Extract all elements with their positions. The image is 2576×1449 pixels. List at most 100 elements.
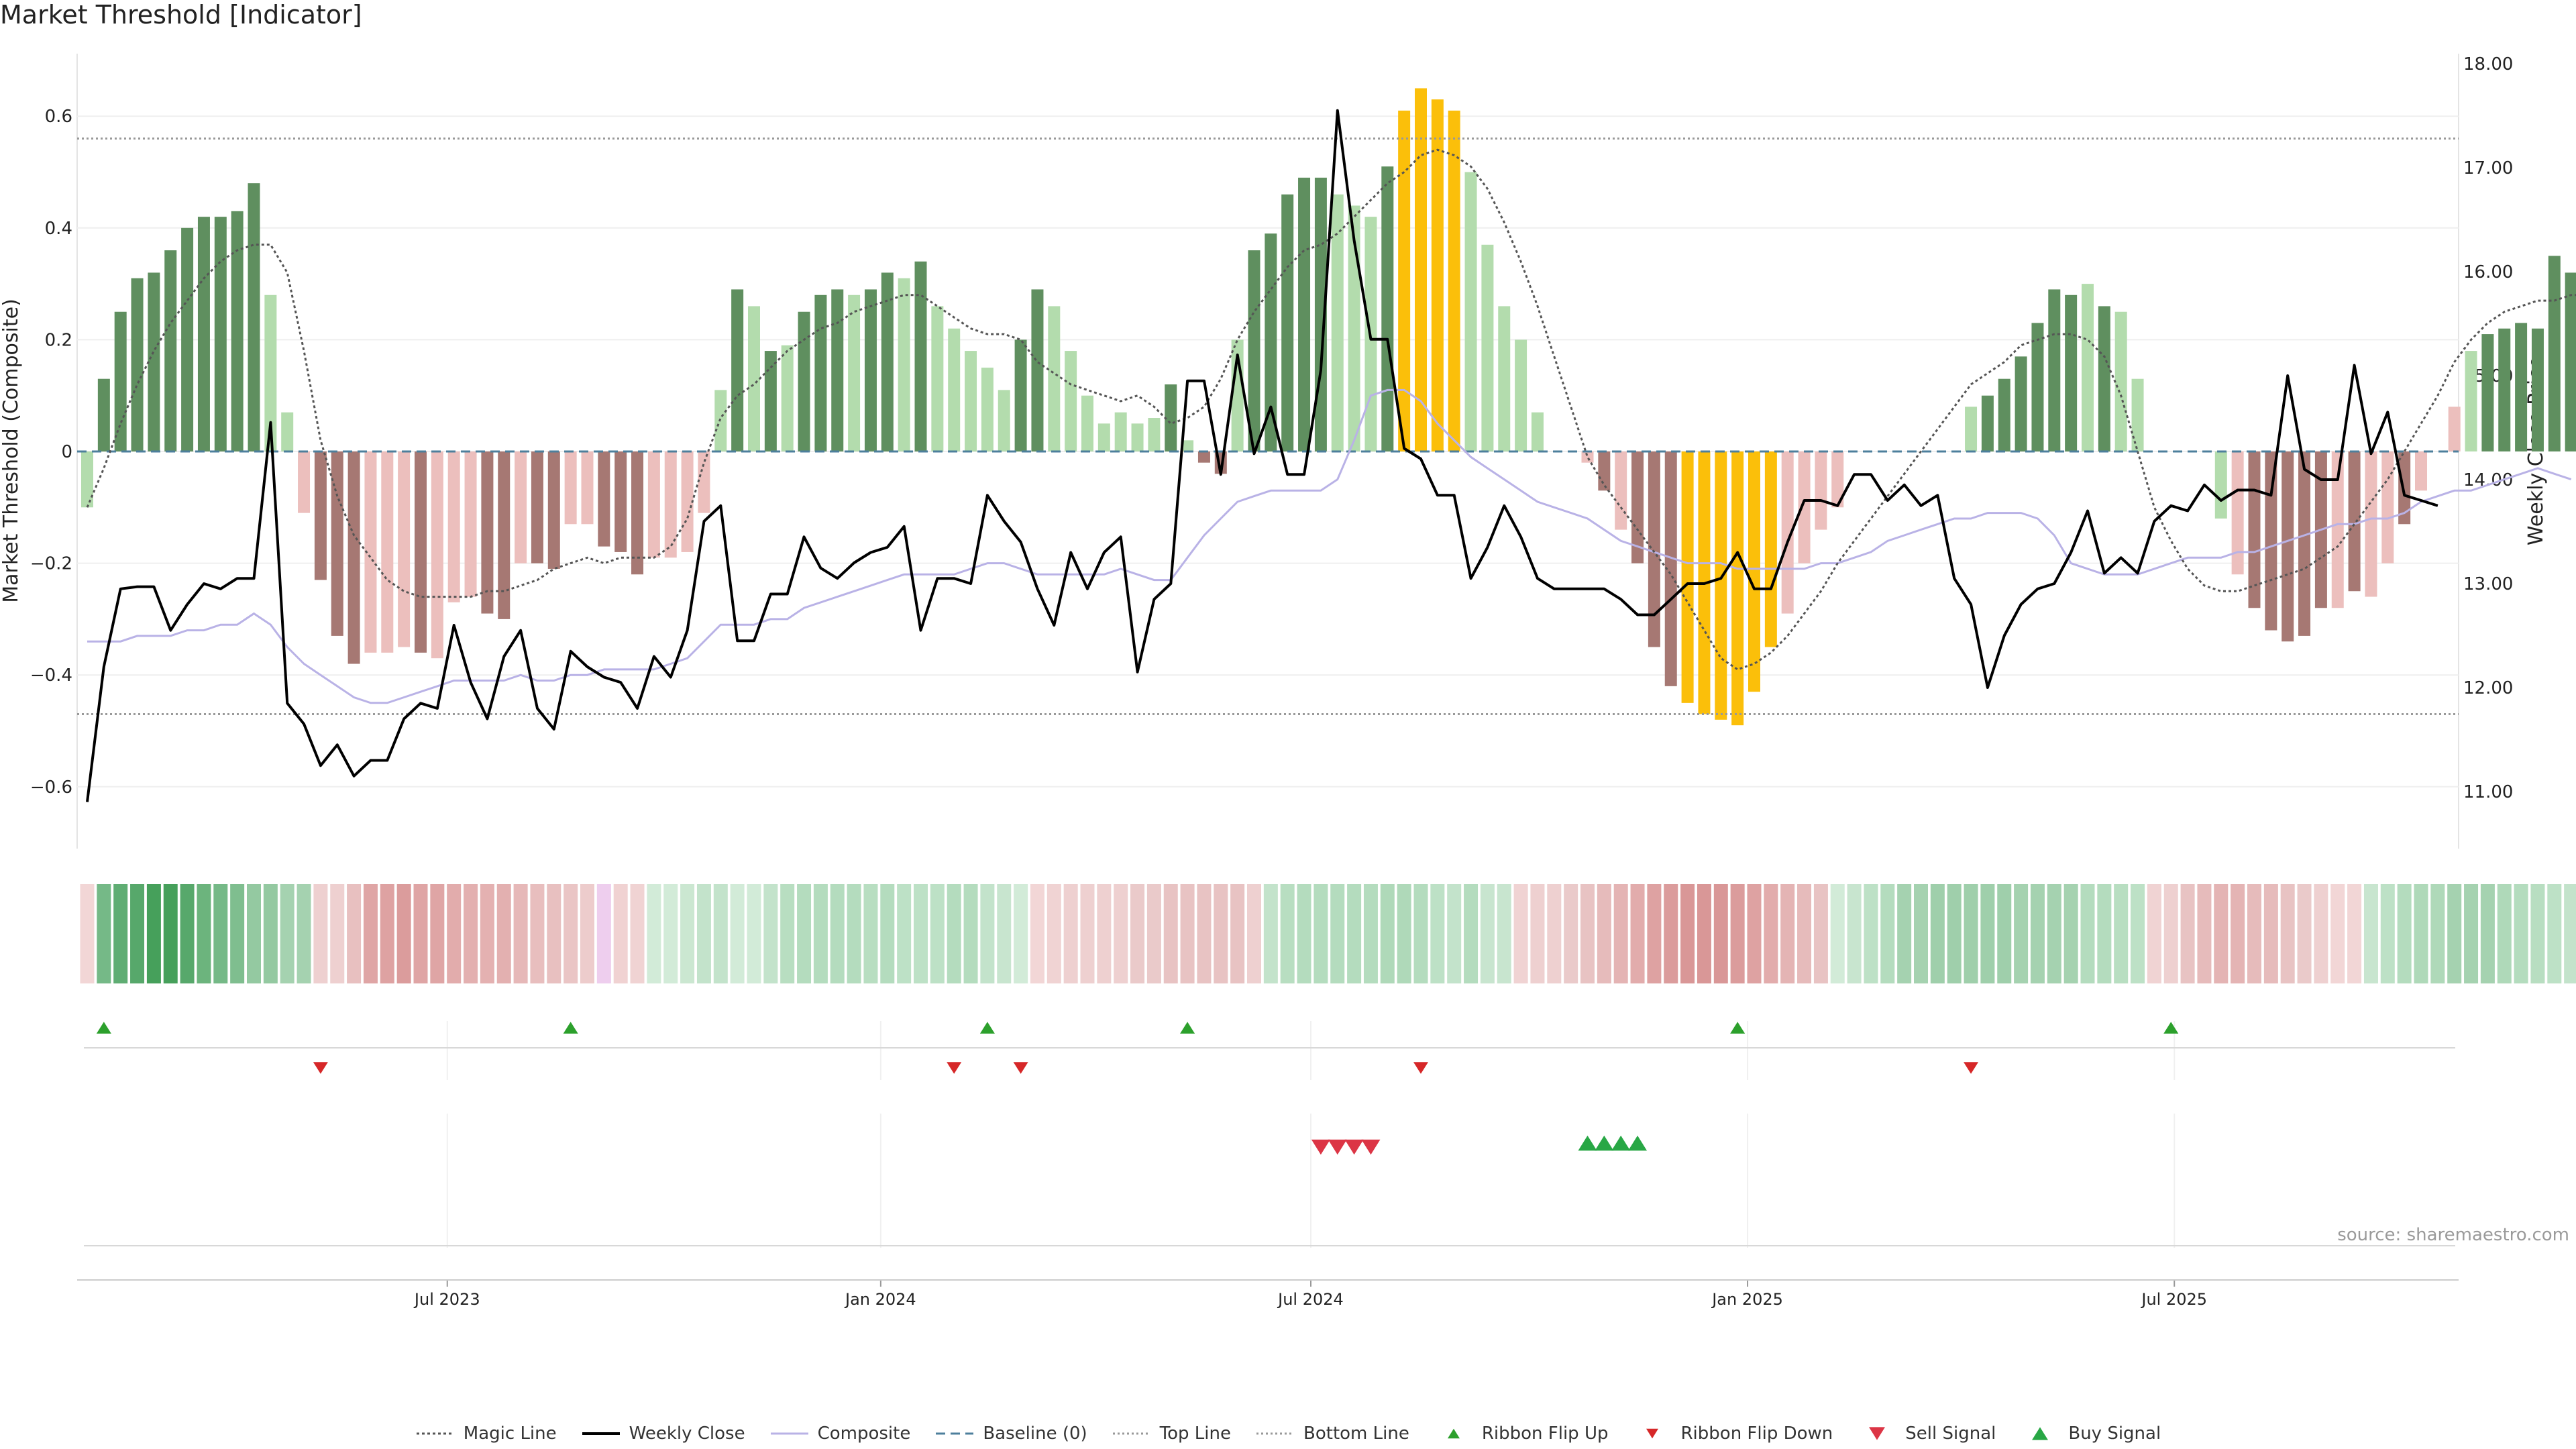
histogram-bar [1798, 451, 1811, 564]
ribbon-cell [763, 884, 778, 983]
legend-label: Magic Line [463, 1424, 557, 1444]
histogram-bar [814, 294, 827, 451]
histogram-bar [2348, 451, 2361, 592]
ribbon-flip-down-marker [1013, 1062, 1028, 1074]
histogram-bar [2065, 294, 2078, 451]
ribbon-cell [1647, 884, 1662, 983]
ribbon-cell [1630, 884, 1645, 983]
histogram-bar [1065, 351, 1077, 451]
left-tick-label: −0.2 [30, 554, 72, 574]
legend-symbol [1447, 1428, 1460, 1439]
ribbon-cell [2464, 884, 2479, 983]
ribbon-cell [1797, 884, 1812, 983]
legend-symbol [2032, 1427, 2049, 1440]
histogram-bar [598, 451, 610, 547]
ribbon-cell [1664, 884, 1678, 983]
ribbon-flip-up-marker [2163, 1022, 2179, 1034]
ribbon-cell [663, 884, 678, 983]
ribbon-cell [1747, 884, 1762, 983]
histogram-bar [1097, 423, 1110, 451]
histogram-bar [1165, 384, 1177, 451]
histogram-bar [764, 351, 777, 451]
ribbon-cell [780, 884, 795, 983]
histogram-bar [547, 451, 560, 569]
histogram-bar [531, 451, 543, 564]
histogram-bar [1081, 395, 1093, 451]
ribbon-cell [1980, 884, 1995, 983]
ribbon-cell [1964, 884, 1978, 983]
ribbon-cell [1197, 884, 1212, 983]
histogram-bar [1764, 451, 1777, 647]
ribbon-cell [863, 884, 878, 983]
histogram-bar [2398, 451, 2411, 525]
ribbon-cell [730, 884, 745, 983]
right-tick-label: 13.00 [2463, 574, 2513, 594]
ribbon-flip-up-marker [1730, 1022, 1746, 1034]
histogram-bar [848, 294, 861, 451]
histogram-bar [748, 306, 760, 451]
ribbon-cell [1897, 884, 1912, 983]
histogram-bar [2365, 451, 2377, 597]
ribbon-cell [213, 884, 228, 983]
ribbon-cell [1014, 884, 1028, 983]
histogram-bar [447, 451, 460, 602]
histogram-bar [2098, 306, 2110, 451]
ribbon-cell [297, 884, 311, 983]
ribbon-cell [2131, 884, 2145, 983]
buy-signal-marker [1611, 1135, 1631, 1151]
x-tick-label: Jul 2025 [2140, 1290, 2207, 1309]
ribbon-cell [347, 884, 362, 983]
ribbon-cell [163, 884, 178, 983]
ribbon-cell [1363, 884, 1378, 983]
histogram-bar [1048, 306, 1061, 451]
ribbon-cell [914, 884, 928, 983]
ribbon-cell [2280, 884, 2295, 983]
legend-item: Weekly Close [581, 1424, 745, 1444]
legend-symbol [582, 1432, 620, 1435]
ribbon-flip-down-marker [947, 1062, 962, 1074]
ribbon-cell [1280, 884, 1295, 983]
ribbon-cell [2314, 884, 2328, 983]
histogram-bar [864, 289, 877, 451]
ribbon-cell [97, 884, 111, 983]
ribbon-cell [513, 884, 528, 983]
ribbon-cell [1697, 884, 1711, 983]
legend-symbol [1869, 1427, 1886, 1440]
histogram-bar [1431, 99, 1444, 451]
ribbon-cell [1730, 884, 1745, 983]
histogram-bar [698, 451, 710, 513]
ribbon-cell [1564, 884, 1578, 983]
ribbon-cell [1114, 884, 1128, 983]
ribbon-cell [2097, 884, 2112, 983]
histogram-bar [2282, 451, 2294, 642]
ribbon-cell [1413, 884, 1428, 983]
chart-legend: Magic Line Weekly Close Composite Baseline … [0, 1424, 2576, 1444]
histogram-bar [2082, 284, 2094, 451]
ribbon-cell [1097, 884, 1112, 983]
legend-item: Bottom Line [1255, 1424, 1409, 1444]
ribbon-cell [1464, 884, 1479, 983]
histogram-bar [2381, 451, 2394, 564]
histogram-bar [965, 351, 977, 451]
buy-signal-marker [1578, 1135, 1597, 1151]
histogram-bar [1598, 451, 1611, 491]
left-tick-label: −0.4 [30, 665, 72, 686]
ribbon-cell [2530, 884, 2545, 983]
ribbon-cell [1947, 884, 1962, 983]
ribbon-cell [197, 884, 211, 983]
ribbon-cell [2147, 884, 2161, 983]
left-axis-label: Market Threshold (Composite) [0, 299, 23, 603]
ribbon-cell [813, 884, 828, 983]
ribbon-cell [1397, 884, 1411, 983]
histogram-bar [2548, 256, 2561, 451]
legend-swatch [1869, 1427, 1886, 1440]
histogram-bar [2031, 323, 2044, 451]
ribbon-cell [1347, 884, 1362, 983]
histogram-bar [1481, 244, 1494, 451]
histogram-bar [2465, 351, 2477, 451]
sell-signal-marker [1328, 1139, 1347, 1155]
ribbon-cell [1930, 884, 1945, 983]
legend-label: Sell Signal [1905, 1424, 1996, 1444]
histogram-bar [2265, 451, 2277, 631]
ribbon-cell [680, 884, 695, 983]
